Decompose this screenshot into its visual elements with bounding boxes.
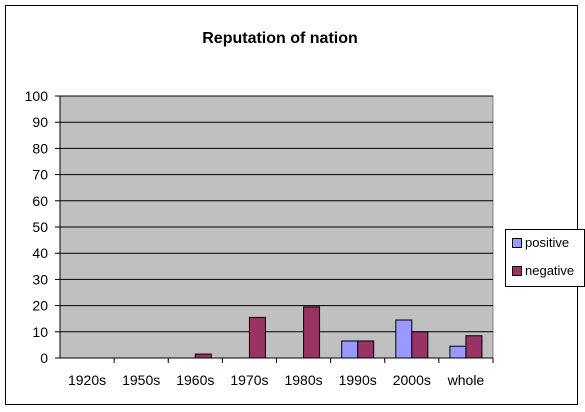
y-tick-label: 40 — [32, 245, 48, 261]
axes — [55, 95, 494, 363]
bars — [194, 306, 483, 359]
bar-negative-whole — [465, 335, 483, 359]
bar-positive-whole — [449, 345, 467, 359]
y-tick-label: 20 — [32, 298, 48, 314]
x-tick-label: 1920s — [68, 372, 106, 388]
legend-item-negative: negative — [512, 263, 574, 279]
bar-negative-2000s — [411, 331, 429, 359]
legend-swatch-negative — [512, 265, 522, 276]
bar-positive-1990s — [341, 340, 359, 359]
legend-item-positive: positive — [512, 235, 569, 251]
y-tick-labels: 0 10 20 30 40 50 60 70 80 90 100 — [25, 88, 49, 366]
legend-label-positive: positive — [525, 235, 570, 250]
y-tick-label: 10 — [32, 324, 48, 340]
bar-negative-1990s — [357, 340, 375, 359]
x-tick-label: 1990s — [339, 372, 377, 388]
legend-swatch-positive — [512, 237, 522, 248]
y-tick-label: 90 — [32, 114, 48, 130]
y-tick-label: 100 — [25, 88, 49, 104]
y-tick-label: 70 — [32, 167, 48, 183]
bar-positive-2000s — [395, 319, 413, 359]
x-tick-label: 1980s — [284, 372, 322, 388]
legend-label-negative: negative — [525, 263, 575, 278]
y-tick-label: 80 — [32, 140, 48, 156]
legend: positive negative — [505, 229, 585, 287]
x-tick-label: 1950s — [122, 372, 160, 388]
y-tick-label: 50 — [32, 219, 48, 235]
y-tick-label: 30 — [32, 271, 48, 287]
bar-negative-1960s — [194, 353, 212, 359]
bar-negative-1970s — [248, 316, 266, 359]
chart-title: Reputation of nation — [202, 30, 358, 47]
bar-negative-1980s — [303, 306, 321, 359]
x-tick-label: 1960s — [176, 372, 214, 388]
x-tick-label: 2000s — [393, 372, 431, 388]
x-tick-label: 1970s — [230, 372, 268, 388]
x-tick-label: whole — [447, 372, 485, 388]
y-tick-label: 0 — [40, 350, 48, 366]
x-tick-labels: 1920s 1950s 1960s 1970s 1980s 1990s 2000s whole — [68, 372, 484, 388]
y-tick-label: 60 — [32, 193, 48, 209]
